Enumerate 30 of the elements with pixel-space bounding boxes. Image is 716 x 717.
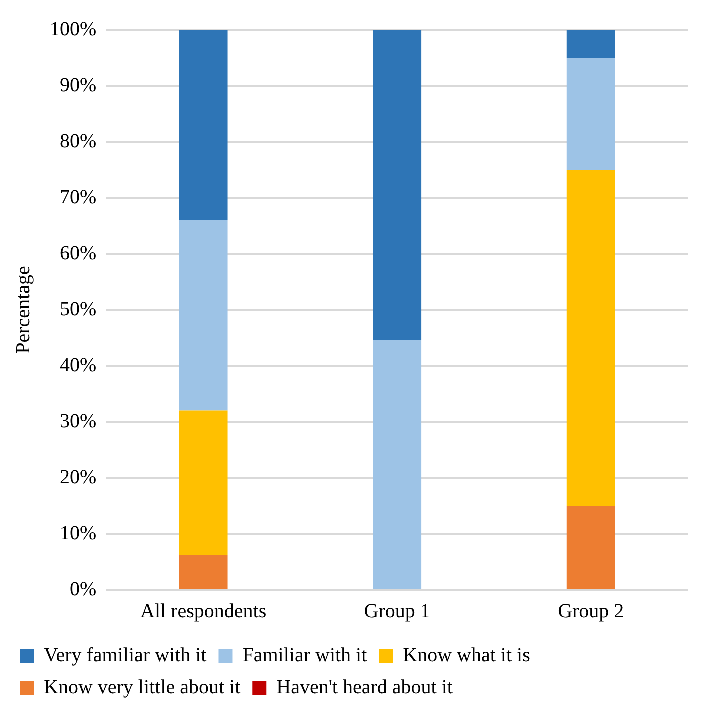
bar xyxy=(373,340,422,589)
bar xyxy=(566,58,616,170)
x-tick-label: Group 1 xyxy=(364,600,430,622)
y-tick-label: 50% xyxy=(60,298,97,320)
bar xyxy=(566,506,616,589)
bar xyxy=(566,30,616,58)
y-tick-label: 20% xyxy=(60,466,97,488)
y-tick-label: 40% xyxy=(60,354,97,376)
legend-label: Haven't heard about it xyxy=(276,676,454,698)
y-tick-label: 0% xyxy=(70,578,97,600)
x-tick-label: Group 2 xyxy=(558,600,624,622)
legend-label: Familiar with it xyxy=(242,644,368,666)
legend-label: Know what it is xyxy=(403,644,531,666)
legend-label: Know very little about it xyxy=(44,676,242,698)
x-tick-label: All respondents xyxy=(140,600,267,622)
bar xyxy=(179,555,228,589)
bar xyxy=(179,220,228,411)
y-tick-label: 90% xyxy=(60,74,97,96)
y-tick-label: 100% xyxy=(50,18,97,40)
legend-label: Very familiar with it xyxy=(44,644,208,666)
bar xyxy=(179,30,228,220)
y-tick-label: 60% xyxy=(60,242,97,264)
bar xyxy=(179,410,228,556)
y-tick-label: 30% xyxy=(60,410,97,432)
y-tick-label: 80% xyxy=(60,130,97,152)
bar xyxy=(373,30,422,340)
y-tick-label: 70% xyxy=(60,186,97,208)
y-tick-label: 10% xyxy=(60,522,97,544)
bar xyxy=(566,170,616,506)
y-axis-title: Percentage xyxy=(12,266,34,354)
